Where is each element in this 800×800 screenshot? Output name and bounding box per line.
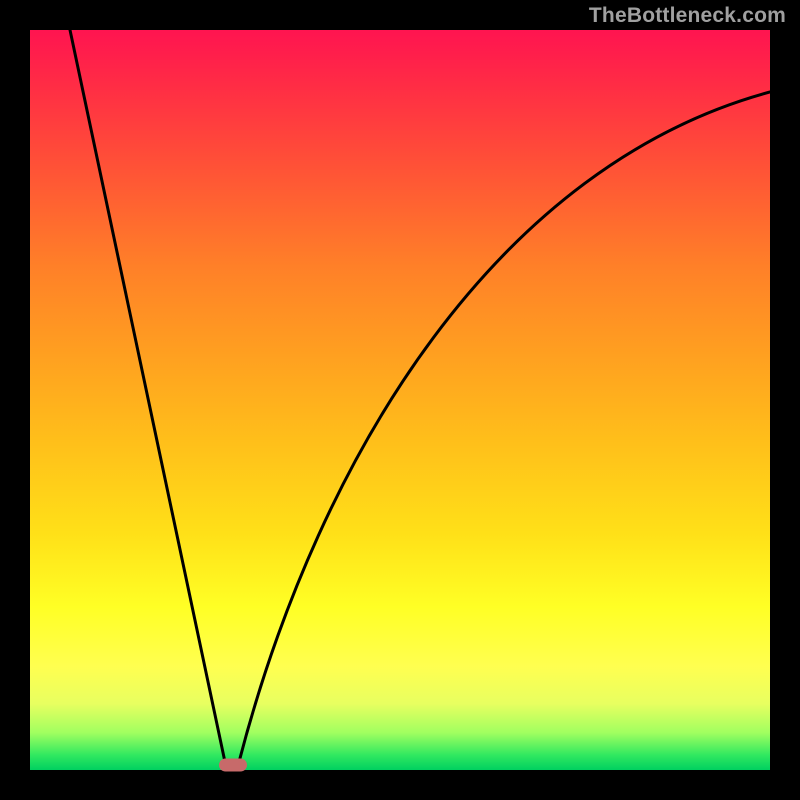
chart-frame: TheBottleneck.com	[0, 0, 800, 800]
curve-layer	[30, 30, 770, 770]
bottleneck-curve	[70, 30, 770, 764]
vertex-marker	[219, 759, 247, 772]
watermark-text: TheBottleneck.com	[589, 4, 786, 28]
plot-area	[30, 30, 770, 770]
